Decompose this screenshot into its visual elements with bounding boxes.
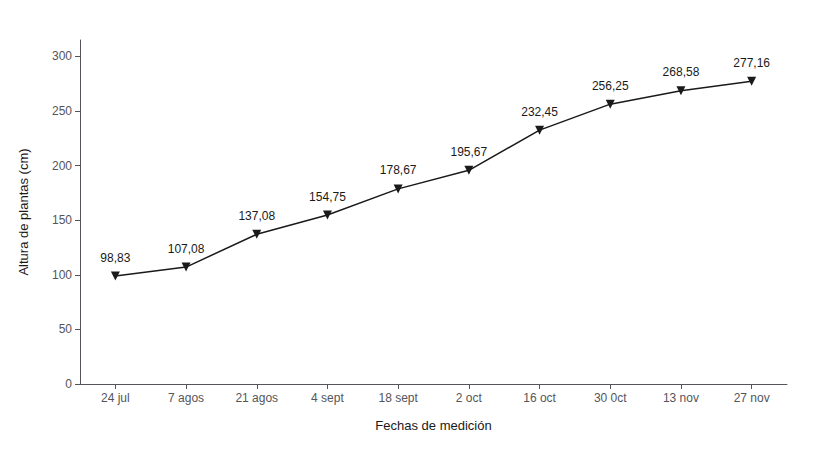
svg-text:24 jul: 24 jul bbox=[101, 391, 130, 405]
svg-text:256,25: 256,25 bbox=[592, 79, 629, 93]
svg-text:98,83: 98,83 bbox=[100, 251, 130, 265]
svg-text:250: 250 bbox=[52, 104, 72, 118]
svg-text:195,67: 195,67 bbox=[450, 145, 487, 159]
svg-text:178,67: 178,67 bbox=[380, 163, 417, 177]
svg-text:27 nov: 27 nov bbox=[734, 391, 770, 405]
svg-text:Altura de plantas (cm): Altura de plantas (cm) bbox=[16, 148, 31, 275]
svg-text:21 agos: 21 agos bbox=[235, 391, 278, 405]
svg-text:300: 300 bbox=[52, 49, 72, 63]
svg-text:154,75: 154,75 bbox=[309, 190, 346, 204]
svg-text:18 sept: 18 sept bbox=[378, 391, 418, 405]
svg-text:232,45: 232,45 bbox=[521, 105, 558, 119]
svg-text:137,08: 137,08 bbox=[238, 209, 275, 223]
svg-text:13 nov: 13 nov bbox=[663, 391, 699, 405]
svg-text:0: 0 bbox=[65, 377, 72, 391]
svg-text:2 oct: 2 oct bbox=[456, 391, 483, 405]
svg-text:277,16: 277,16 bbox=[733, 56, 770, 70]
svg-text:268,58: 268,58 bbox=[663, 65, 700, 79]
svg-text:16 oct: 16 oct bbox=[523, 391, 556, 405]
svg-text:50: 50 bbox=[59, 322, 73, 336]
svg-text:150: 150 bbox=[52, 213, 72, 227]
svg-text:7 agos: 7 agos bbox=[168, 391, 204, 405]
svg-text:100: 100 bbox=[52, 268, 72, 282]
svg-text:4 sept: 4 sept bbox=[311, 391, 344, 405]
svg-text:200: 200 bbox=[52, 159, 72, 173]
svg-text:Fechas de medición: Fechas de medición bbox=[375, 418, 491, 433]
svg-text:30 0ct: 30 0ct bbox=[594, 391, 627, 405]
svg-text:107,08: 107,08 bbox=[168, 242, 205, 256]
